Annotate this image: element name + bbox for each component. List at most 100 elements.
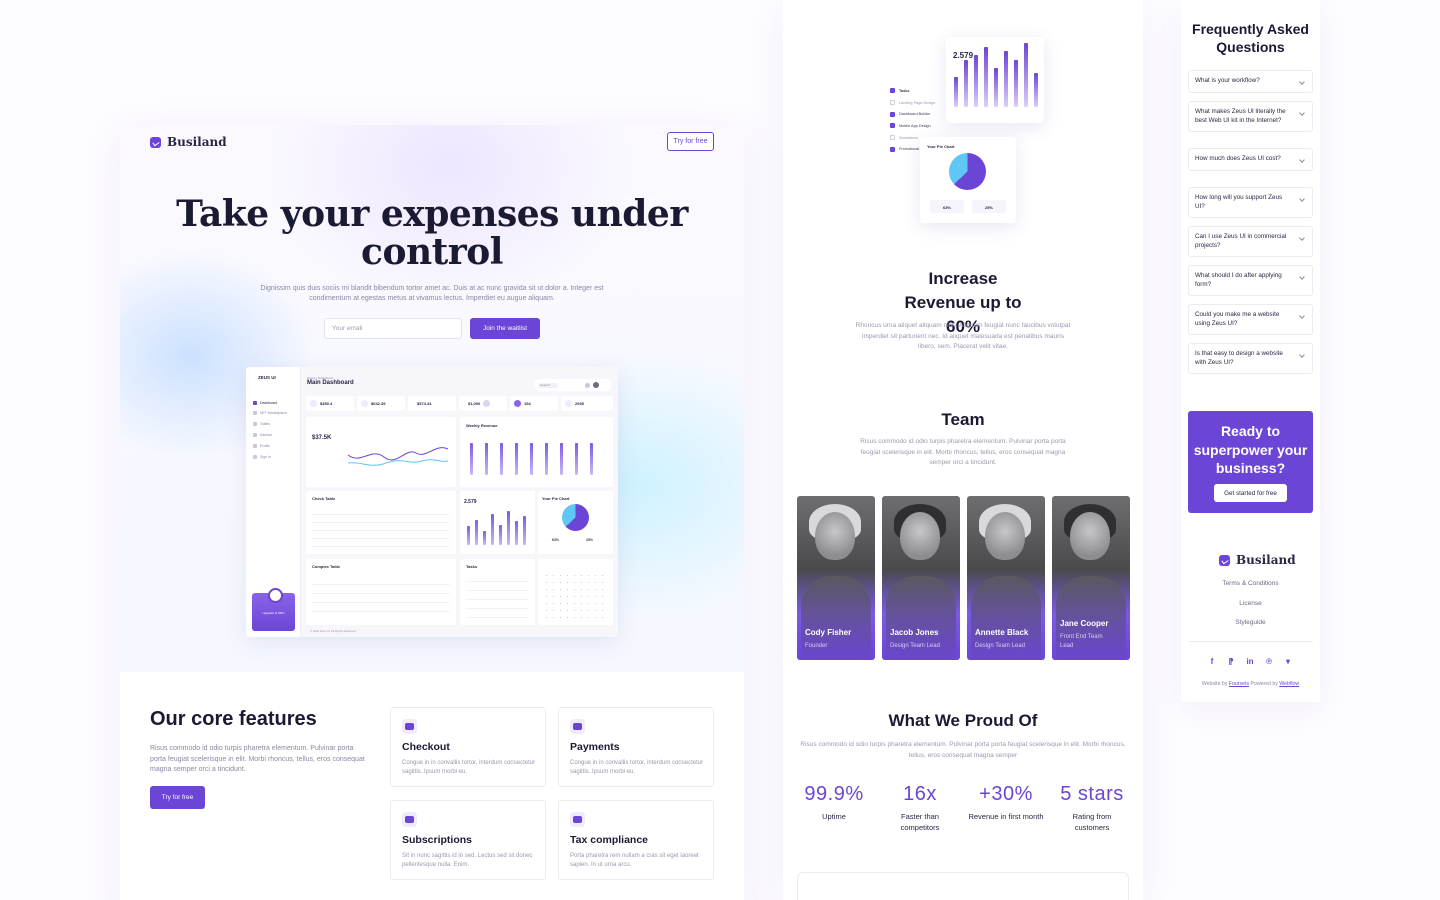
checkbox-icon [890,88,895,94]
chart-bar [515,443,518,475]
chevron-down-icon [1299,352,1305,358]
email-input[interactable]: Your email [324,318,462,339]
faq-item[interactable]: Could you make me a website using Zeus U… [1188,304,1313,335]
feature-title: Checkout [402,741,450,753]
feature-card-payments: Payments Congue in in convallis tortor, … [558,707,714,787]
faq-item[interactable]: Is that easy to design a website with Ze… [1188,343,1313,374]
check-table-rows [312,507,450,549]
table-icon [253,422,257,426]
pie-chart-title: Your Pie Chart [542,496,570,501]
sales-icon [412,400,414,407]
weekly-revenue-title: Weekly Revenue [466,423,498,428]
chart-bar [485,443,488,475]
secondary-landing-panel: Tasks Landing Page Design Dashboard Buil… [783,0,1143,900]
tasks-title: Tasks [466,564,478,569]
brand-logo[interactable]: Busiland [150,135,227,149]
pie-legend-value: 25% [972,200,1006,213]
chart-bar [984,46,988,107]
member-name: Jane Cooper [1060,619,1109,628]
proud-stat-label: Faster than competitors [900,812,940,832]
member-name: Jacob Jones [890,628,939,637]
tasks-mini-list: Tasks Landing Page Design Dashboard Buil… [890,85,935,155]
document-icon [565,400,572,407]
faq-title: Frequently Asked Questions [1192,21,1309,55]
footer-logo[interactable]: Busiland [1219,553,1296,567]
weekly-revenue-bars [468,435,608,475]
linkedin-icon[interactable]: in [1246,657,1254,666]
chevron-down-icon [1299,79,1305,85]
bell-icon [585,382,590,388]
credit-platform-link[interactable]: Webflow [1279,681,1300,687]
calendar-card [538,559,613,625]
logo-icon [1219,554,1230,566]
feature-description: Porta pharetra rem nullam a cras sit ege… [570,853,699,868]
feature-title: Subscriptions [402,834,473,846]
credit-author-link[interactable]: Foursets [1228,681,1250,687]
chart-bar [500,443,503,475]
faq-item[interactable]: What should I do after applying form? [1188,265,1313,296]
footer-link-terms[interactable]: Terms & Conditions [1222,580,1279,587]
chart-bar [491,514,494,545]
faq-item[interactable]: What makes Zeus UI literally the best We… [1188,101,1313,132]
upgrade-card: Upgrade to PRO [252,588,295,631]
team-member-card[interactable]: Jacob Jones Design Team Lead [882,496,960,660]
footer-link-license[interactable]: License [1239,600,1262,607]
team-description: Risus commodo id odio turpis pharetra el… [860,438,1066,466]
checkbox-icon [890,135,895,141]
facebook-icon[interactable]: f [1210,657,1214,666]
faq-item[interactable]: What is your workflow? [1188,70,1313,93]
join-waitlist-button[interactable]: Join the waitlist [470,318,540,339]
proud-title: What We Proud Of [888,711,1038,730]
features-try-free-button[interactable]: Try for free [150,786,205,809]
checkbox-icon [890,100,895,106]
features-description: Risus commodo id odio turpis pharetra el… [150,745,365,773]
flag-icon [463,400,465,407]
check-icon [514,400,521,407]
feature-card-tax-compliance: Tax compliance Porta pharetra rem nullam… [558,800,714,880]
feature-description: Sit in nunc sagittis id in sed. Lectus s… [402,853,533,868]
portrait-face [900,512,940,560]
faq-item[interactable]: How long will you support Zeus UI? [1188,187,1313,218]
try-free-header-button[interactable]: Try for free [667,132,714,151]
chart-bar [964,59,968,107]
cta-title: Ready to superpower your business? [1193,423,1308,476]
pinterest-icon[interactable]: ℗ [1266,657,1272,666]
footer-link-styleguide[interactable]: Styleguide [1235,619,1266,626]
team-member-card[interactable]: Jane Cooper Front End Team Lead [1052,496,1130,660]
chart-bar [470,443,473,475]
feature-title: Tax compliance [570,834,649,846]
chart-bar [1014,59,1018,107]
chart-bar [1034,72,1038,107]
complex-table-title: Complex Table [312,564,341,569]
proud-stat-value: +30% [979,783,1033,805]
dashboard-search-input: Search [538,382,558,388]
proud-description: Risus commodo id odio turpis pharetra el… [800,741,1126,759]
task-item: Landing Page Design [890,97,935,109]
stat-card: $350.4 [306,396,354,411]
portrait-body [801,576,871,660]
faq-item[interactable]: Can I use Zeus UI in commercial projects… [1188,226,1313,257]
brand-name: Busiland [167,135,227,149]
member-role: Founder [805,643,828,649]
chart-bar [507,511,510,545]
cta-card: Ready to superpower your business? Get s… [1188,411,1313,513]
feature-card-checkout: Checkout Congue in in convallis tortor, … [390,707,546,787]
line-chart-value: $37.5K [312,435,332,441]
main-landing-panel: Busiland Try for free Take your expenses… [120,125,744,900]
dashboard-preview: ZEUS UI Dashboard NFT Marketplace Tables… [246,367,618,637]
twitter-icon[interactable]: ▾ [1285,657,1290,666]
daily-traffic-bars [465,511,530,545]
team-member-card[interactable]: Annette Black Design Team Lead [967,496,1045,660]
stat-card: $574.34 [408,396,456,411]
portrait-body [1056,576,1126,660]
task-item: Mobile App Design [890,120,935,132]
framer-icon[interactable]: ⁋ [1228,657,1234,666]
faq-item[interactable]: How much does Zeus UI cost? [1188,148,1313,171]
get-started-button[interactable]: Get started for free [1214,484,1287,502]
checkbox-icon [890,111,895,117]
team-member-card[interactable]: Cody Fisher Founder [797,496,875,660]
portrait-body [971,576,1041,660]
proud-stat-label: Revenue in first month [968,812,1044,821]
chevron-down-icon [1299,274,1305,280]
proud-stat: 16x Faster than competitors [877,783,963,833]
